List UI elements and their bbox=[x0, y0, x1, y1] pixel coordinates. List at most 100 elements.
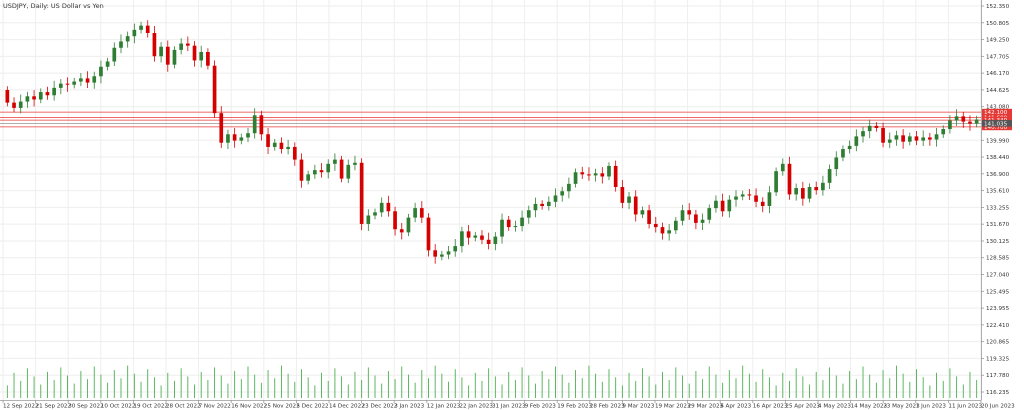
candle-body bbox=[12, 102, 16, 108]
time-tick-label: 21 Sep 2022 bbox=[36, 404, 71, 410]
candle-body bbox=[907, 136, 912, 142]
candle-body bbox=[379, 202, 384, 213]
candle-body bbox=[165, 46, 170, 65]
time-tick-label: 3 Jan 2023 bbox=[394, 404, 424, 410]
candle-body bbox=[65, 83, 70, 85]
time-tick-label: 25 Apr 2023 bbox=[785, 404, 820, 410]
time-tick-label: 19 Feb 2023 bbox=[557, 404, 592, 410]
candle-body bbox=[212, 65, 217, 114]
candle-body bbox=[433, 250, 438, 257]
price-tick-label: 136.900 bbox=[986, 172, 1010, 178]
time-tick-label: 6 Apr 2023 bbox=[720, 404, 751, 410]
price-tick-label: 147.705 bbox=[986, 54, 1010, 60]
candle-body bbox=[520, 217, 524, 227]
candle-body bbox=[399, 229, 404, 233]
candle-body bbox=[453, 246, 458, 252]
candle-body bbox=[172, 49, 177, 65]
candle-body bbox=[145, 25, 150, 34]
price-tick-label: 131.670 bbox=[986, 222, 1010, 228]
candle-body bbox=[948, 120, 952, 130]
time-tick-label: 28 Feb 2023 bbox=[590, 404, 625, 410]
candle-body bbox=[827, 169, 832, 183]
candle-body bbox=[125, 36, 130, 42]
candle-body bbox=[720, 200, 725, 212]
candle-body bbox=[299, 159, 304, 181]
candle-body bbox=[774, 171, 778, 193]
candle-body bbox=[914, 136, 919, 141]
chart-title: USDJPY, Daily: US Dollar vs Yen bbox=[3, 2, 104, 10]
candle-body bbox=[540, 203, 544, 207]
candle-body bbox=[660, 227, 665, 234]
candle-body bbox=[834, 157, 839, 170]
candle-body bbox=[847, 145, 852, 150]
candle-body bbox=[460, 231, 464, 247]
candle-body bbox=[533, 203, 538, 211]
level-label-box bbox=[982, 123, 1012, 131]
candle-body bbox=[52, 87, 56, 96]
time-tick-label: 23 May 2023 bbox=[883, 404, 920, 410]
candle-body bbox=[513, 226, 518, 228]
candle-body bbox=[279, 142, 284, 150]
horizontal-levels bbox=[0, 111, 981, 128]
current-price-label: 141.035 bbox=[984, 121, 1008, 127]
candles bbox=[5, 20, 979, 264]
candle-body bbox=[393, 211, 397, 230]
time-tick-label: 11 Jun 2023 bbox=[948, 404, 982, 410]
candle-body bbox=[600, 173, 605, 177]
candle-body bbox=[861, 131, 865, 137]
time-tick-label: 31 Jan 2023 bbox=[492, 404, 526, 410]
candle-body bbox=[239, 137, 244, 141]
price-tick-label: 123.955 bbox=[986, 306, 1010, 312]
candle-body bbox=[18, 101, 23, 108]
level-label-box bbox=[982, 108, 1012, 116]
candle-body bbox=[974, 119, 979, 124]
time-tick-label: 19 Mar 2023 bbox=[655, 404, 691, 410]
price-tick-label: 135.610 bbox=[986, 189, 1010, 195]
price-tick-label: 133.255 bbox=[986, 205, 1010, 211]
candle-body bbox=[968, 121, 972, 124]
candle-body bbox=[466, 231, 471, 238]
time-tick-label: 12 Sep 2022 bbox=[3, 404, 38, 410]
price-tick-label: 152.350 bbox=[986, 4, 1010, 10]
candle-body bbox=[179, 43, 183, 50]
candle-body bbox=[32, 96, 36, 100]
time-tick-label: 30 Sep 2022 bbox=[68, 404, 103, 410]
candle-body bbox=[72, 81, 77, 85]
candle-body bbox=[587, 174, 591, 176]
time-tick-label: 12 Jan 2023 bbox=[427, 404, 461, 410]
price-axis: 152.350 150.805 149.250 147.705 146.170 144.6… bbox=[981, 4, 1010, 396]
candle-body bbox=[673, 220, 678, 231]
current-price-box bbox=[982, 120, 1012, 127]
candle-body bbox=[366, 215, 371, 224]
time-tick-label: 23 Dec 2022 bbox=[362, 404, 398, 410]
candle-body bbox=[607, 165, 611, 177]
candle-body bbox=[206, 51, 210, 66]
time-tick-label: 9 Mar 2023 bbox=[622, 404, 654, 410]
candle-body bbox=[185, 43, 190, 46]
candle-body bbox=[560, 191, 565, 196]
candle-body bbox=[319, 170, 324, 173]
price-tick-label: 127.040 bbox=[986, 273, 1010, 279]
candle-body bbox=[887, 139, 892, 143]
candle-body bbox=[707, 208, 712, 220]
candle-body bbox=[446, 251, 451, 255]
candle-body bbox=[954, 116, 959, 121]
candle-body bbox=[486, 239, 491, 244]
candle-body bbox=[353, 162, 357, 165]
candle-body bbox=[627, 196, 631, 203]
time-tick-label: 1 Jun 2023 bbox=[916, 404, 947, 410]
candle-body bbox=[139, 25, 143, 30]
candle-body bbox=[259, 115, 264, 135]
time-tick-label: 14 May 2023 bbox=[851, 404, 888, 410]
candle-body bbox=[473, 235, 478, 238]
price-tick-label: 138.440 bbox=[986, 155, 1010, 161]
level-label: 140.700 bbox=[984, 125, 1008, 131]
candle-body bbox=[199, 51, 204, 61]
candle-body bbox=[346, 164, 351, 179]
candle-body bbox=[867, 125, 872, 132]
price-tick-label: 116.235 bbox=[986, 390, 1010, 396]
candle-body bbox=[493, 236, 498, 244]
candle-body bbox=[727, 199, 732, 212]
candle-body bbox=[359, 162, 364, 224]
